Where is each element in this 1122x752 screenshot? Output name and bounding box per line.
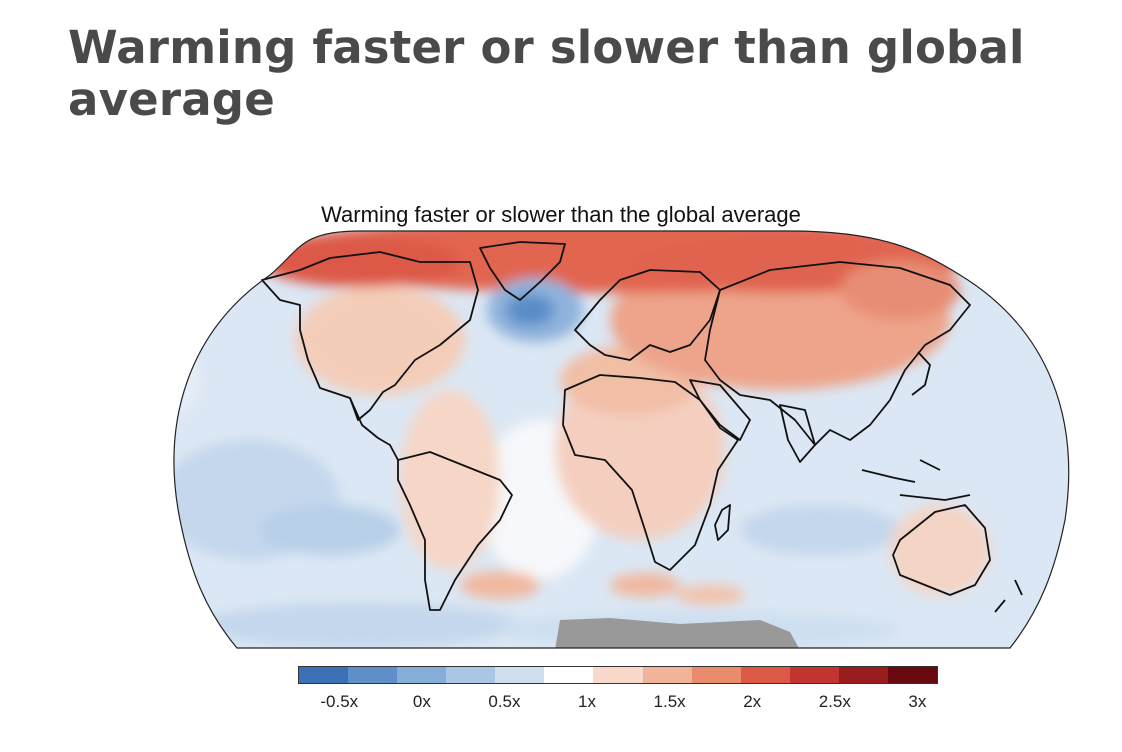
legend-tick-label: 2.5x xyxy=(818,692,851,711)
warming-field xyxy=(174,231,990,648)
india-outline xyxy=(779,404,816,463)
coastlines xyxy=(261,241,1023,613)
legend-swatch xyxy=(593,667,643,683)
legend-tick-label: 3x xyxy=(908,692,927,711)
globe-outline xyxy=(173,230,1070,649)
map-title: Warming faster or slower than the global… xyxy=(321,202,801,227)
arabia-outline xyxy=(689,379,751,441)
legend-tick-label: 1x xyxy=(578,692,597,711)
legend-tick-label: -0.5x xyxy=(320,692,359,711)
australia-outline xyxy=(892,504,991,596)
new-zealand-outline xyxy=(994,579,1023,613)
legend-swatch xyxy=(446,667,496,683)
japan-outline xyxy=(911,351,931,396)
warming-map xyxy=(173,230,1070,649)
no-data-region xyxy=(555,618,800,648)
legend-swatch xyxy=(740,667,790,683)
africa-outline xyxy=(562,374,739,571)
south-america-outline xyxy=(397,451,513,611)
central-america-outline xyxy=(349,397,399,461)
legend-swatch xyxy=(544,667,594,683)
legend-swatch xyxy=(642,667,692,683)
legend-tick-labels: -0.5x 0x 0.5x 1x 1.5x 2x 2.5x 3x xyxy=(0,692,1122,716)
legend-tick-label: 0.5x xyxy=(488,692,521,711)
legend-tick-label: 2x xyxy=(743,692,762,711)
map-field xyxy=(174,231,1069,648)
color-legend xyxy=(298,666,938,684)
page-title: Warming faster or slower than global ave… xyxy=(68,21,1025,126)
legend-swatch xyxy=(789,667,839,683)
legend-tick-label: 1.5x xyxy=(653,692,686,711)
greenland-outline xyxy=(479,241,566,301)
madagascar-outline xyxy=(714,504,731,541)
legend-swatch xyxy=(397,667,447,683)
legend-swatch xyxy=(348,667,398,683)
legend-swatch xyxy=(838,667,888,683)
legend-tick-label: 0x xyxy=(412,692,431,711)
legend-swatch xyxy=(495,667,545,683)
north-america-outline xyxy=(261,251,479,421)
legend-swatch xyxy=(299,667,349,683)
legend-swatch xyxy=(887,667,938,683)
asia-outline xyxy=(704,261,971,446)
indonesia-outline xyxy=(861,459,971,501)
europe-outline xyxy=(574,269,721,361)
legend-swatch xyxy=(691,667,741,683)
